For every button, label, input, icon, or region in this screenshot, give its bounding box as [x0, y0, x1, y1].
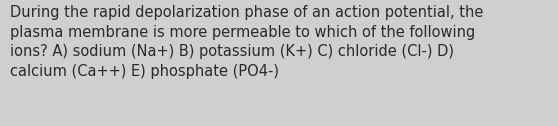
Text: During the rapid depolarization phase of an action potential, the
plasma membran: During the rapid depolarization phase of… [10, 5, 483, 79]
